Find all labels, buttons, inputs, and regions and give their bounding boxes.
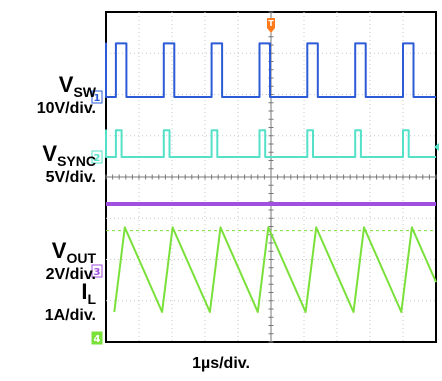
trigger-marker-box [267,18,275,28]
ch2-marker-text: 2 [94,153,101,164]
ch2-marker-box [91,150,103,164]
ch4-marker-box [91,331,103,345]
ch1-marker-text: 1 [94,93,101,104]
trigger-marker-arrow [267,28,275,33]
ch2-label: VSYNC [42,141,96,169]
ch2-scale: 5V/div. [45,169,96,186]
ch1-marker-box [91,90,103,104]
timebase-label: 1µs/div. [192,355,250,372]
waveforms [105,42,437,313]
trigger-level-marker [434,143,439,151]
ch2-waveform [105,129,436,158]
ch3-marker-text: 3 [94,267,101,278]
ch2-marker: 2 [91,150,103,164]
ch4-scale: 1A/div. [44,307,96,324]
ch1-scale: 10V/div. [36,100,96,117]
trigger-marker-text: T [268,19,274,28]
ch3-label: VOUT [51,238,96,266]
ch4-marker-text: 4 [94,334,101,345]
ch1-label: VSW [58,72,96,100]
ch1-waveform [105,42,436,98]
ch3-marker: 3 [91,264,103,278]
ch1-marker: 1 [91,90,103,104]
channel-markers: 1 2 3 4 T [91,18,439,345]
ch3-marker-box [91,264,103,278]
ch4-label: IL [81,279,96,307]
ch4-marker: 4 [91,331,103,345]
ch3-scale: 2V/div. [45,266,96,283]
trigger-marker: T [267,18,275,33]
ch4-waveform [113,226,437,313]
